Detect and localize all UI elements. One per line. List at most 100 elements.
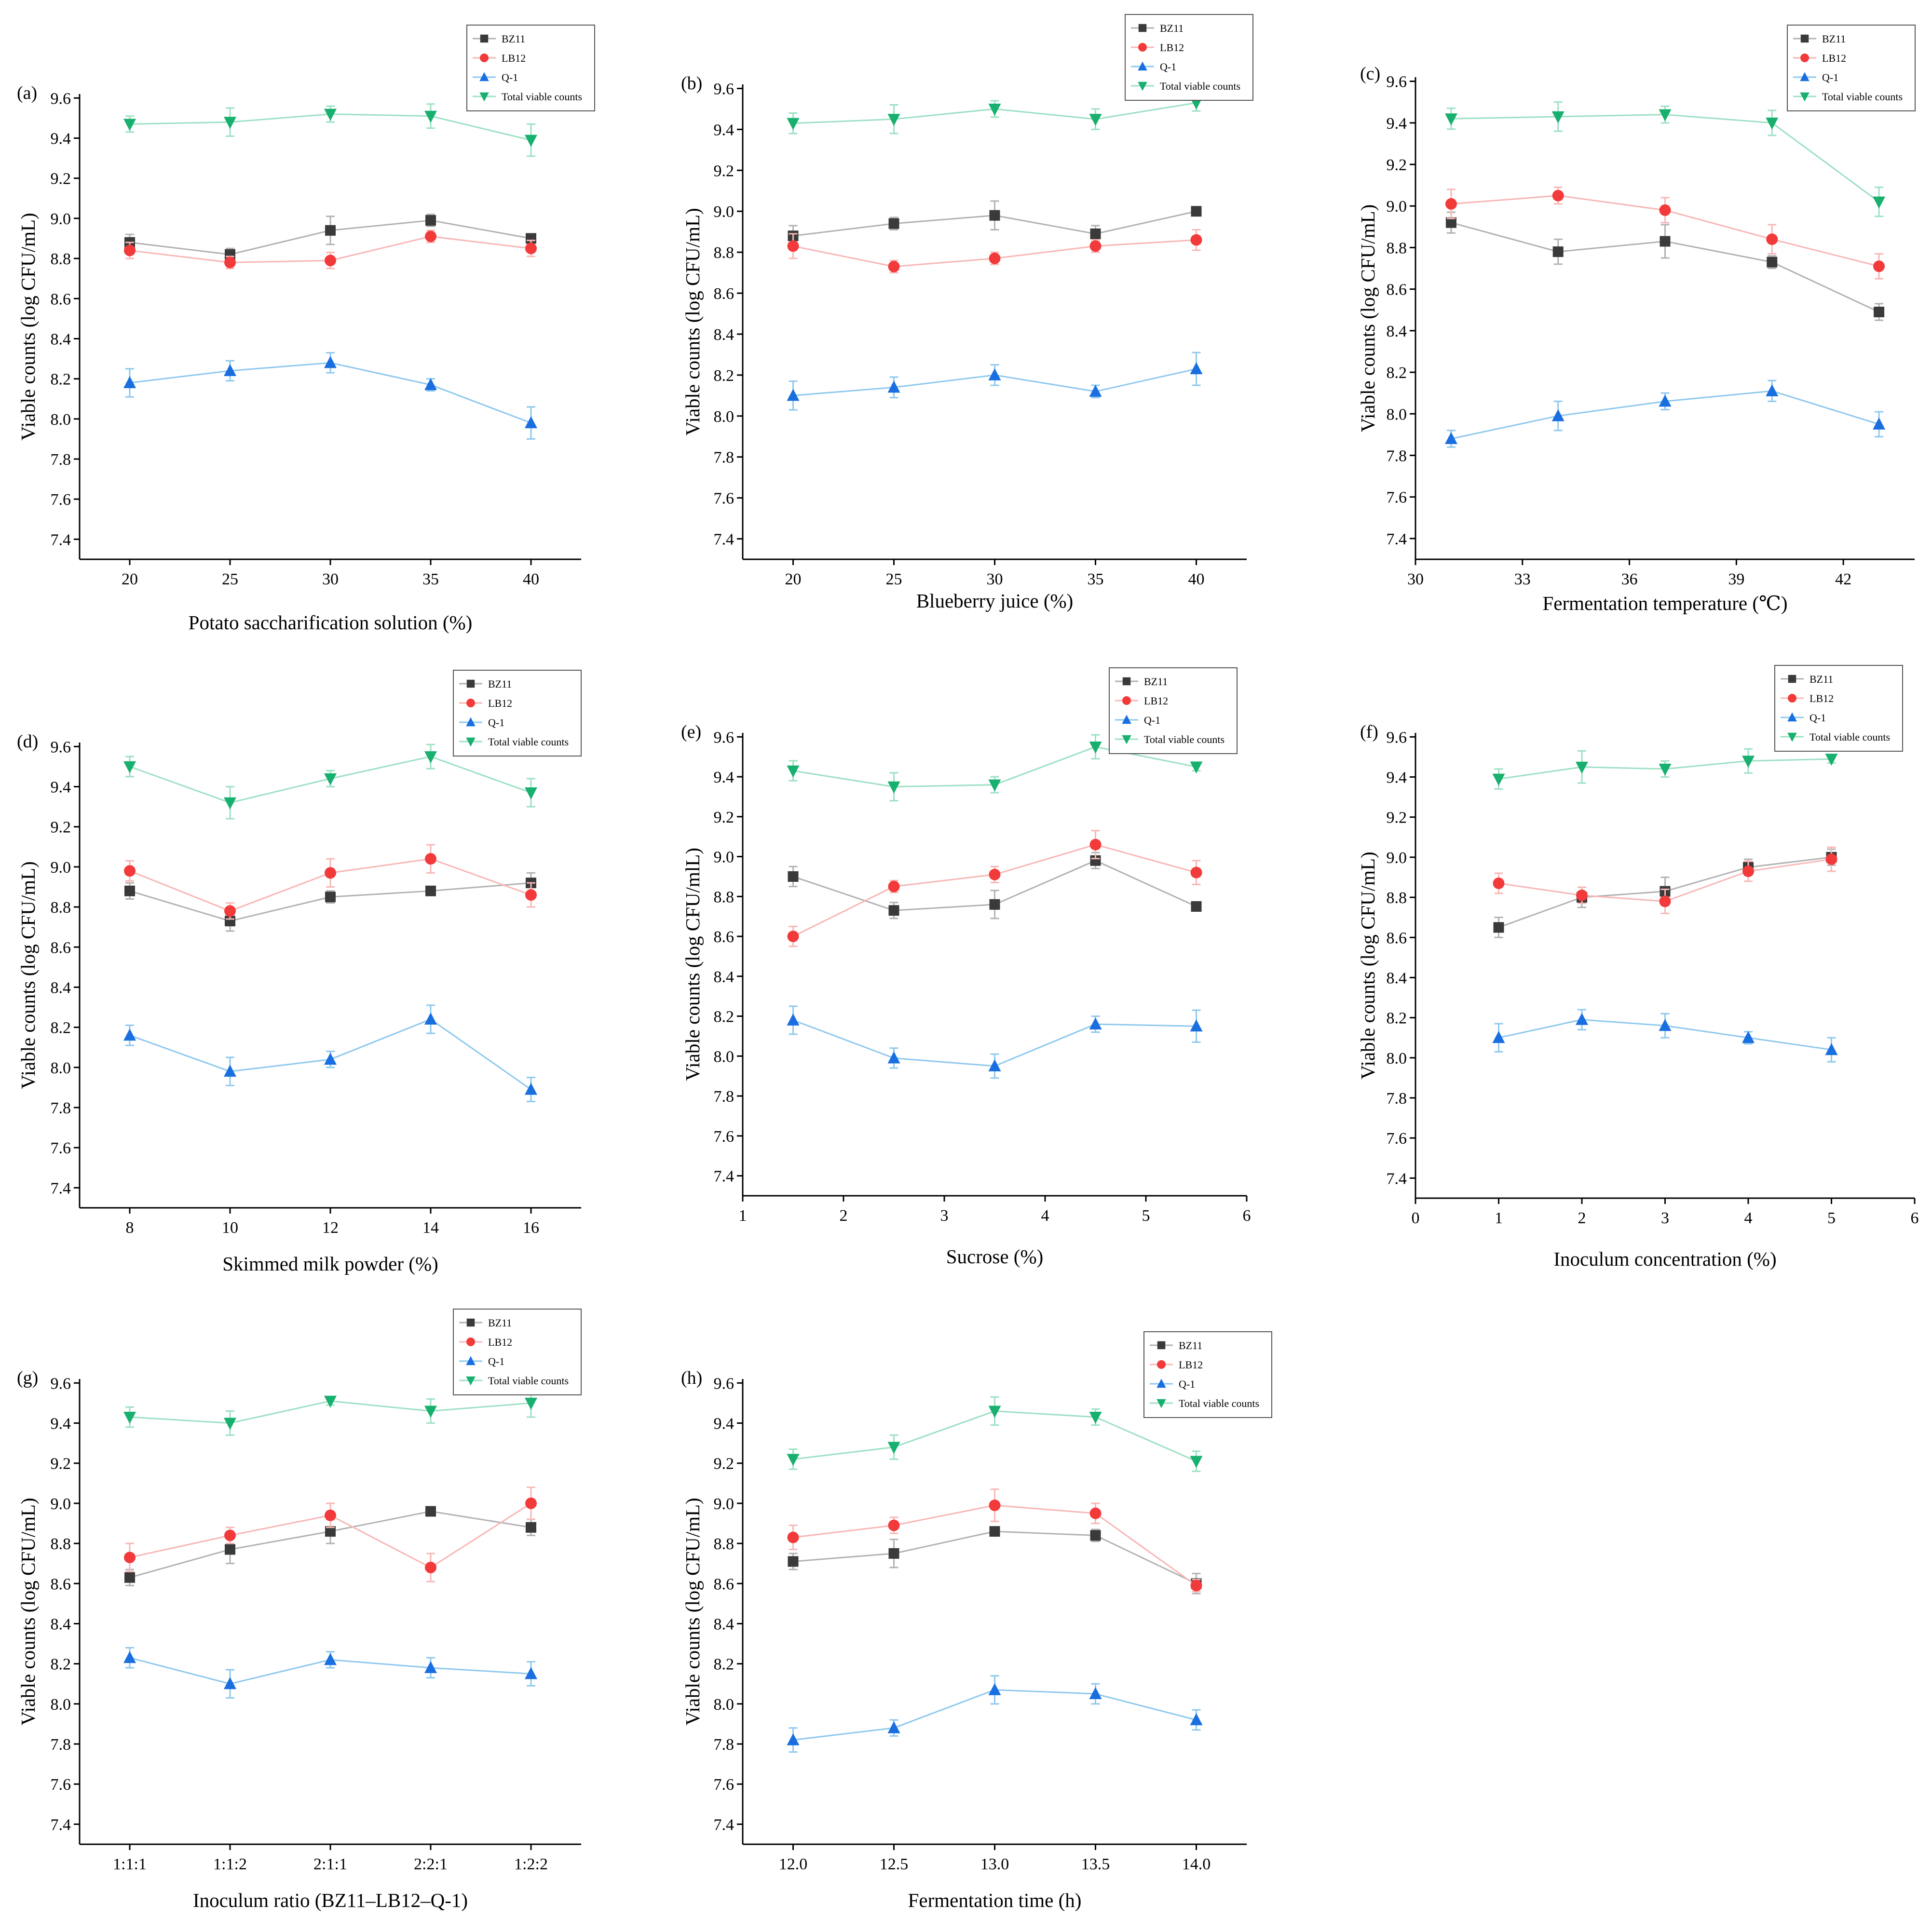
- legend-marker: [1122, 677, 1131, 686]
- data-point: [1089, 838, 1102, 851]
- legend-marker: [479, 72, 489, 81]
- legend-marker: [1788, 694, 1796, 703]
- legend-entry-label: LB12: [1822, 52, 1846, 64]
- y-tick-label: 9.0: [714, 849, 735, 866]
- data-point: [123, 376, 136, 388]
- legend-marker: [1138, 61, 1147, 71]
- data-point: [325, 225, 336, 236]
- legend-marker: [1122, 715, 1131, 724]
- y-tick-label: 8.0: [1387, 1050, 1407, 1068]
- chart-panel-d: 7.4 7.6 7.8 8.0 8.2 8.4 8.6 8.8 9.0 9.2 9.4 9.6 8 10 1…: [17, 670, 582, 1275]
- x-tick-label: 12.0: [779, 1855, 808, 1873]
- y-tick-label: 9.2: [51, 819, 71, 837]
- y-tick-label: 8.4: [714, 1615, 735, 1633]
- data-point: [1660, 236, 1671, 247]
- data-point: [525, 135, 537, 147]
- data-point: [1873, 260, 1885, 272]
- data-point: [1190, 761, 1203, 774]
- y-tick-label: 9.4: [51, 1415, 71, 1433]
- legend-entry-label: Q-1: [1810, 712, 1826, 724]
- y-axis-label: Viable counts (log CFU/mL): [17, 861, 39, 1089]
- series-total-viable-counts: [123, 743, 537, 820]
- series-bz11: [1445, 211, 1885, 321]
- x-tick-label: 36: [1621, 570, 1638, 588]
- x-tick-label: 3: [1661, 1209, 1669, 1227]
- legend-entry-label: Q-1: [502, 71, 518, 83]
- data-point: [989, 1500, 1001, 1512]
- y-tick-label: 9.4: [51, 130, 71, 148]
- x-tick-label: 12: [322, 1219, 339, 1237]
- data-point: [225, 1544, 235, 1555]
- data-point: [1825, 1043, 1838, 1055]
- data-point: [988, 1405, 1001, 1418]
- data-point: [787, 118, 800, 130]
- legend-marker: [466, 679, 475, 688]
- data-point: [888, 260, 900, 272]
- y-tick-label: 8.8: [1387, 889, 1407, 907]
- y-tick-label: 8.8: [51, 250, 71, 268]
- x-tick-label: 2:1:1: [313, 1855, 347, 1873]
- data-point: [1191, 206, 1202, 217]
- data-point: [1767, 257, 1778, 268]
- data-point: [325, 892, 336, 903]
- chart-panel-e: 7.4 7.6 7.8 8.0 8.2 8.4 8.6 8.8 9.0 9.2 9.4 9.6 1 2 3 4…: [681, 667, 1251, 1268]
- x-tick-label: 16: [523, 1219, 539, 1237]
- y-tick-label: 8.4: [1387, 323, 1407, 340]
- legend-entry-label: BZ11: [1179, 1339, 1202, 1351]
- data-point: [1190, 1019, 1203, 1032]
- data-point: [989, 868, 1001, 880]
- y-tick-label: 9.0: [714, 203, 735, 221]
- data-point: [224, 1529, 236, 1541]
- data-point: [988, 1683, 1001, 1695]
- series-lb12: [787, 229, 1202, 274]
- legend-entry-label: LB12: [488, 1336, 512, 1348]
- legend-marker: [480, 34, 489, 43]
- series-total-viable-counts: [787, 1396, 1203, 1472]
- y-tick-label: 9.6: [51, 90, 71, 108]
- series-lb12: [124, 1487, 537, 1582]
- y-tick-label: 9.4: [714, 121, 735, 139]
- y-tick-label: 7.6: [714, 1128, 735, 1146]
- x-tick-label: 20: [122, 570, 138, 588]
- y-tick-label: 7.8: [714, 449, 735, 467]
- legend-marker: [466, 1376, 476, 1386]
- y-tick-label: 7.6: [51, 491, 71, 509]
- legend-entry-label: LB12: [488, 697, 512, 709]
- x-tick-label: 10: [222, 1219, 238, 1237]
- x-tick-label: 6: [1911, 1209, 1919, 1227]
- legend-entry-label: Total viable counts: [1822, 91, 1903, 103]
- data-point: [1089, 1017, 1102, 1030]
- data-point: [1825, 754, 1838, 766]
- x-axis-label: Inoculum concentration (%): [1553, 1248, 1776, 1270]
- data-point: [224, 117, 236, 129]
- x-tick-label: 35: [422, 570, 439, 588]
- x-tick-label: 33: [1514, 570, 1531, 588]
- panel-label: (c): [1360, 64, 1380, 84]
- data-point: [425, 1561, 436, 1573]
- y-tick-label: 8.4: [1387, 969, 1407, 987]
- legend: BZ11 LB12 Q-1 Total viable counts: [1787, 25, 1916, 111]
- data-point: [988, 103, 1001, 116]
- y-tick-label: 8.2: [51, 1656, 71, 1674]
- data-point: [1766, 384, 1779, 396]
- x-axis-label: Skimmed milk powder (%): [222, 1253, 438, 1275]
- legend-marker: [466, 1318, 475, 1327]
- data-point: [525, 416, 537, 429]
- legend-entry-label: Q-1: [1179, 1378, 1195, 1390]
- series-q-1: [787, 1675, 1203, 1753]
- y-tick-label: 7.4: [51, 1816, 71, 1834]
- data-point: [1493, 922, 1504, 933]
- y-tick-label: 8.6: [714, 1575, 735, 1593]
- y-tick-label: 8.8: [51, 1535, 71, 1553]
- y-axis-label: Viable counts (log CFU/mL): [1357, 851, 1379, 1079]
- legend-marker: [466, 1338, 475, 1346]
- y-tick-label: 9.2: [714, 1455, 735, 1473]
- data-point: [887, 1051, 900, 1064]
- data-point: [1552, 189, 1564, 202]
- y-tick-label: 8.8: [714, 1535, 735, 1553]
- y-tick-label: 7.8: [714, 1736, 735, 1754]
- y-tick-label: 9.4: [714, 1415, 735, 1433]
- x-tick-label: 4: [1744, 1209, 1753, 1227]
- data-point: [989, 899, 1000, 910]
- y-tick-label: 8.2: [714, 1656, 735, 1674]
